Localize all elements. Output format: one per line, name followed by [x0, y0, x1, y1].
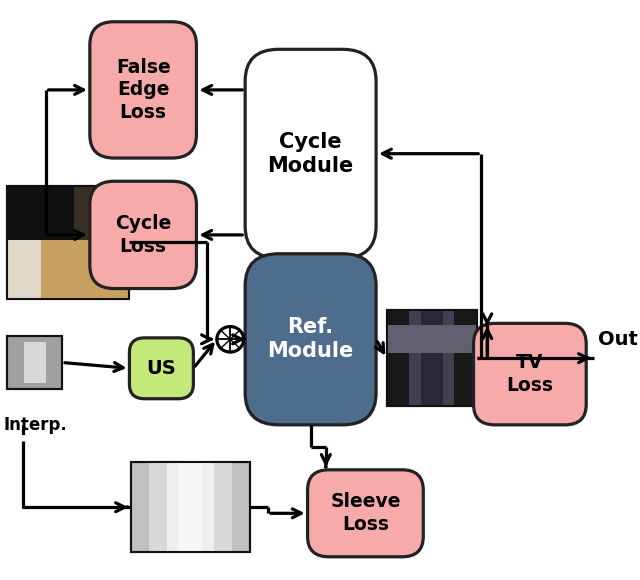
FancyBboxPatch shape [308, 470, 423, 557]
Bar [387, 325, 477, 353]
Bar [7, 186, 129, 299]
FancyBboxPatch shape [90, 181, 196, 289]
FancyBboxPatch shape [245, 49, 376, 258]
Bar [421, 310, 443, 406]
Bar [24, 342, 45, 383]
Bar [7, 186, 129, 299]
FancyBboxPatch shape [474, 324, 586, 425]
Bar [7, 186, 74, 240]
Text: Out: Out [598, 330, 638, 349]
Bar [387, 310, 477, 406]
Bar [166, 462, 214, 552]
Bar [7, 336, 62, 389]
Bar [410, 310, 454, 406]
Bar [7, 240, 42, 299]
FancyBboxPatch shape [129, 338, 193, 399]
Bar [148, 462, 232, 552]
Bar [74, 186, 129, 240]
Circle shape [217, 327, 244, 352]
FancyBboxPatch shape [90, 21, 196, 158]
Text: Sleeve
Loss: Sleeve Loss [330, 492, 401, 534]
Bar [7, 336, 62, 389]
Bar [179, 462, 202, 552]
Text: False
Edge
Loss: False Edge Loss [116, 57, 170, 122]
Text: Interp.: Interp. [3, 415, 67, 434]
FancyBboxPatch shape [245, 254, 376, 425]
Text: Ref.
Module: Ref. Module [268, 317, 354, 361]
Text: TV
Loss: TV Loss [506, 353, 554, 395]
Text: US: US [147, 359, 176, 378]
Bar [131, 462, 250, 552]
Text: Cycle
Module: Cycle Module [268, 132, 354, 176]
Bar [387, 310, 477, 406]
Bar [42, 240, 129, 299]
Bar [131, 462, 250, 552]
Text: Cycle
Loss: Cycle Loss [115, 214, 172, 256]
